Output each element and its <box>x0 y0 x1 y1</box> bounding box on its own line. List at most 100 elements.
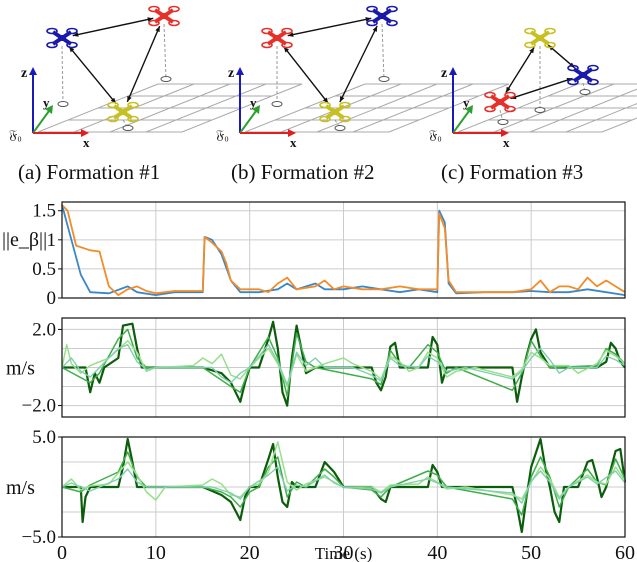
series-line-green_dark <box>62 320 626 407</box>
x-tick-label: 30 <box>334 542 354 562</box>
x-tick-label: 0 <box>57 542 67 562</box>
y-axis-label: m/s <box>6 358 35 380</box>
arrowhead <box>147 17 154 22</box>
formation-diagram-1: z y x 𝔉₀ <box>9 5 303 150</box>
drop-line <box>381 23 385 80</box>
drone-icon <box>148 5 180 27</box>
drone-icon <box>484 91 516 113</box>
y-axis-label: y <box>250 95 257 110</box>
shadow-marker <box>57 101 69 107</box>
y-tick-label: 1 <box>47 230 57 251</box>
x-axis-label: x <box>503 135 510 150</box>
drone-icon <box>319 101 351 123</box>
y-axis-label: y <box>463 95 470 110</box>
link-line <box>505 46 535 94</box>
arrowhead <box>287 32 294 37</box>
arrowhead <box>372 25 378 32</box>
x-arrowhead <box>288 129 296 137</box>
y-tick-label: 5.0 <box>32 427 56 448</box>
frame-label: 𝔉₀ <box>429 127 442 142</box>
x-axis-label: x <box>290 135 297 150</box>
frame-label: 𝔉₀ <box>9 127 22 142</box>
shadow-marker <box>271 101 283 107</box>
arrowhead <box>339 96 345 103</box>
y-tick-label: 1.5 <box>32 201 56 222</box>
y-arrowhead <box>465 105 473 114</box>
caption-formation-3: (c) Formation #3 <box>441 160 584 184</box>
y-axis-label: ||e_β|| <box>2 229 47 251</box>
formation-diagram-3: z y x 𝔉₀ <box>429 27 637 150</box>
z-arrowhead <box>449 67 457 75</box>
y-tick-label: −2.0 <box>22 396 56 417</box>
shadow-marker <box>497 119 509 125</box>
series-line-orange <box>61 204 626 296</box>
arrowhead <box>127 95 132 102</box>
plot-frame <box>61 436 626 538</box>
link-line <box>510 77 573 100</box>
drone-icon <box>46 27 78 49</box>
x-tick-label: 40 <box>427 542 447 562</box>
drone-icon <box>524 27 556 49</box>
x-tick-label: 50 <box>521 542 541 562</box>
series-line-green_teal <box>61 344 626 386</box>
plot-frame <box>61 317 626 418</box>
link-line <box>547 44 576 69</box>
z-axis-label: z <box>441 66 447 81</box>
link-line <box>126 25 161 103</box>
y-tick-label: 0 <box>47 288 57 309</box>
y-axis <box>452 110 470 134</box>
drone-icon <box>366 5 398 27</box>
link-line <box>283 46 329 104</box>
y-axis-label: m/s <box>6 477 35 499</box>
x-axis-label: Time (s) <box>315 544 372 562</box>
link-line <box>72 17 154 37</box>
z-axis-label: z <box>228 66 234 81</box>
drop-line <box>61 45 64 105</box>
shadow-marker <box>334 125 346 131</box>
formations-group: z y x 𝔉₀ z y x 𝔉₀ z y x 𝔉₀ <box>9 5 637 150</box>
link-line <box>339 25 378 103</box>
x-tick-label: 60 <box>615 542 635 562</box>
x-tick-label: 20 <box>240 542 260 562</box>
chart-panel-2: −2.0 2.0 m/s <box>6 317 626 418</box>
arrowhead <box>505 86 511 93</box>
charts-group: 0 0.5 1 1.5 ||e_β|| −2.0 2.0 m/s −5.0 5.0 m/s 0 10 20… <box>2 201 635 562</box>
y-axis <box>32 110 50 134</box>
y-axis-label: y <box>43 95 50 110</box>
chart-panel-1: 0 0.5 1 1.5 ||e_β|| <box>2 201 626 309</box>
y-arrowhead <box>252 105 260 114</box>
shadow-marker <box>378 76 390 82</box>
drone-icon <box>107 101 139 123</box>
y-tick-label: 2.0 <box>32 319 56 340</box>
y-tick-label: −5.0 <box>22 527 56 548</box>
shadow-marker <box>160 76 172 82</box>
arrowhead <box>155 26 160 33</box>
x-arrowhead <box>81 129 89 137</box>
series-line-green_teal <box>61 466 626 504</box>
x-tick-label: 10 <box>146 542 166 562</box>
z-arrowhead <box>236 67 244 75</box>
floor-grid-line <box>601 117 637 133</box>
arrowhead <box>72 32 79 37</box>
plot-frame <box>61 201 626 299</box>
series-line-green_light <box>61 441 626 501</box>
shadow-marker <box>579 89 591 95</box>
formation-diagram-2: z y x 𝔉₀ <box>216 5 510 150</box>
shadow-marker <box>122 125 134 131</box>
chart-panel-3: −5.0 5.0 m/s 0 10 20 30 40 50 60 Time (s) <box>6 427 635 562</box>
z-axis-label: z <box>21 66 27 81</box>
y-axis <box>239 110 257 134</box>
x-arrowhead <box>501 129 509 137</box>
drone-icon <box>567 64 599 86</box>
link-line <box>68 46 117 104</box>
y-arrowhead <box>45 105 53 114</box>
arrowhead <box>529 47 535 54</box>
link-line <box>287 17 372 37</box>
shadow-marker <box>534 107 546 113</box>
x-axis-label: x <box>83 135 90 150</box>
drone-icon <box>261 27 293 49</box>
y-tick-label: 0.5 <box>32 259 56 280</box>
caption-formation-1: (a) Formation #1 <box>18 160 161 184</box>
z-arrowhead <box>29 67 37 75</box>
